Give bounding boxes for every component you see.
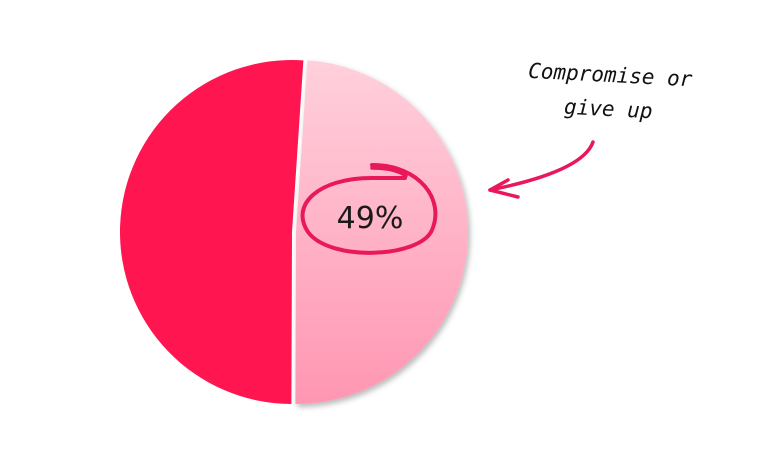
slice-data-label: 49% [337,201,404,236]
highlight-circle [300,163,438,255]
annotation-arrowhead [488,178,520,199]
annotation-arrow [488,140,595,192]
pie-slice-49 [295,60,468,405]
pie-slice-51 [119,60,304,405]
annotation-line-2: give up [564,95,654,124]
highlight-circle-tail [370,166,408,178]
annotation-line-1: Compromise or [528,59,694,92]
